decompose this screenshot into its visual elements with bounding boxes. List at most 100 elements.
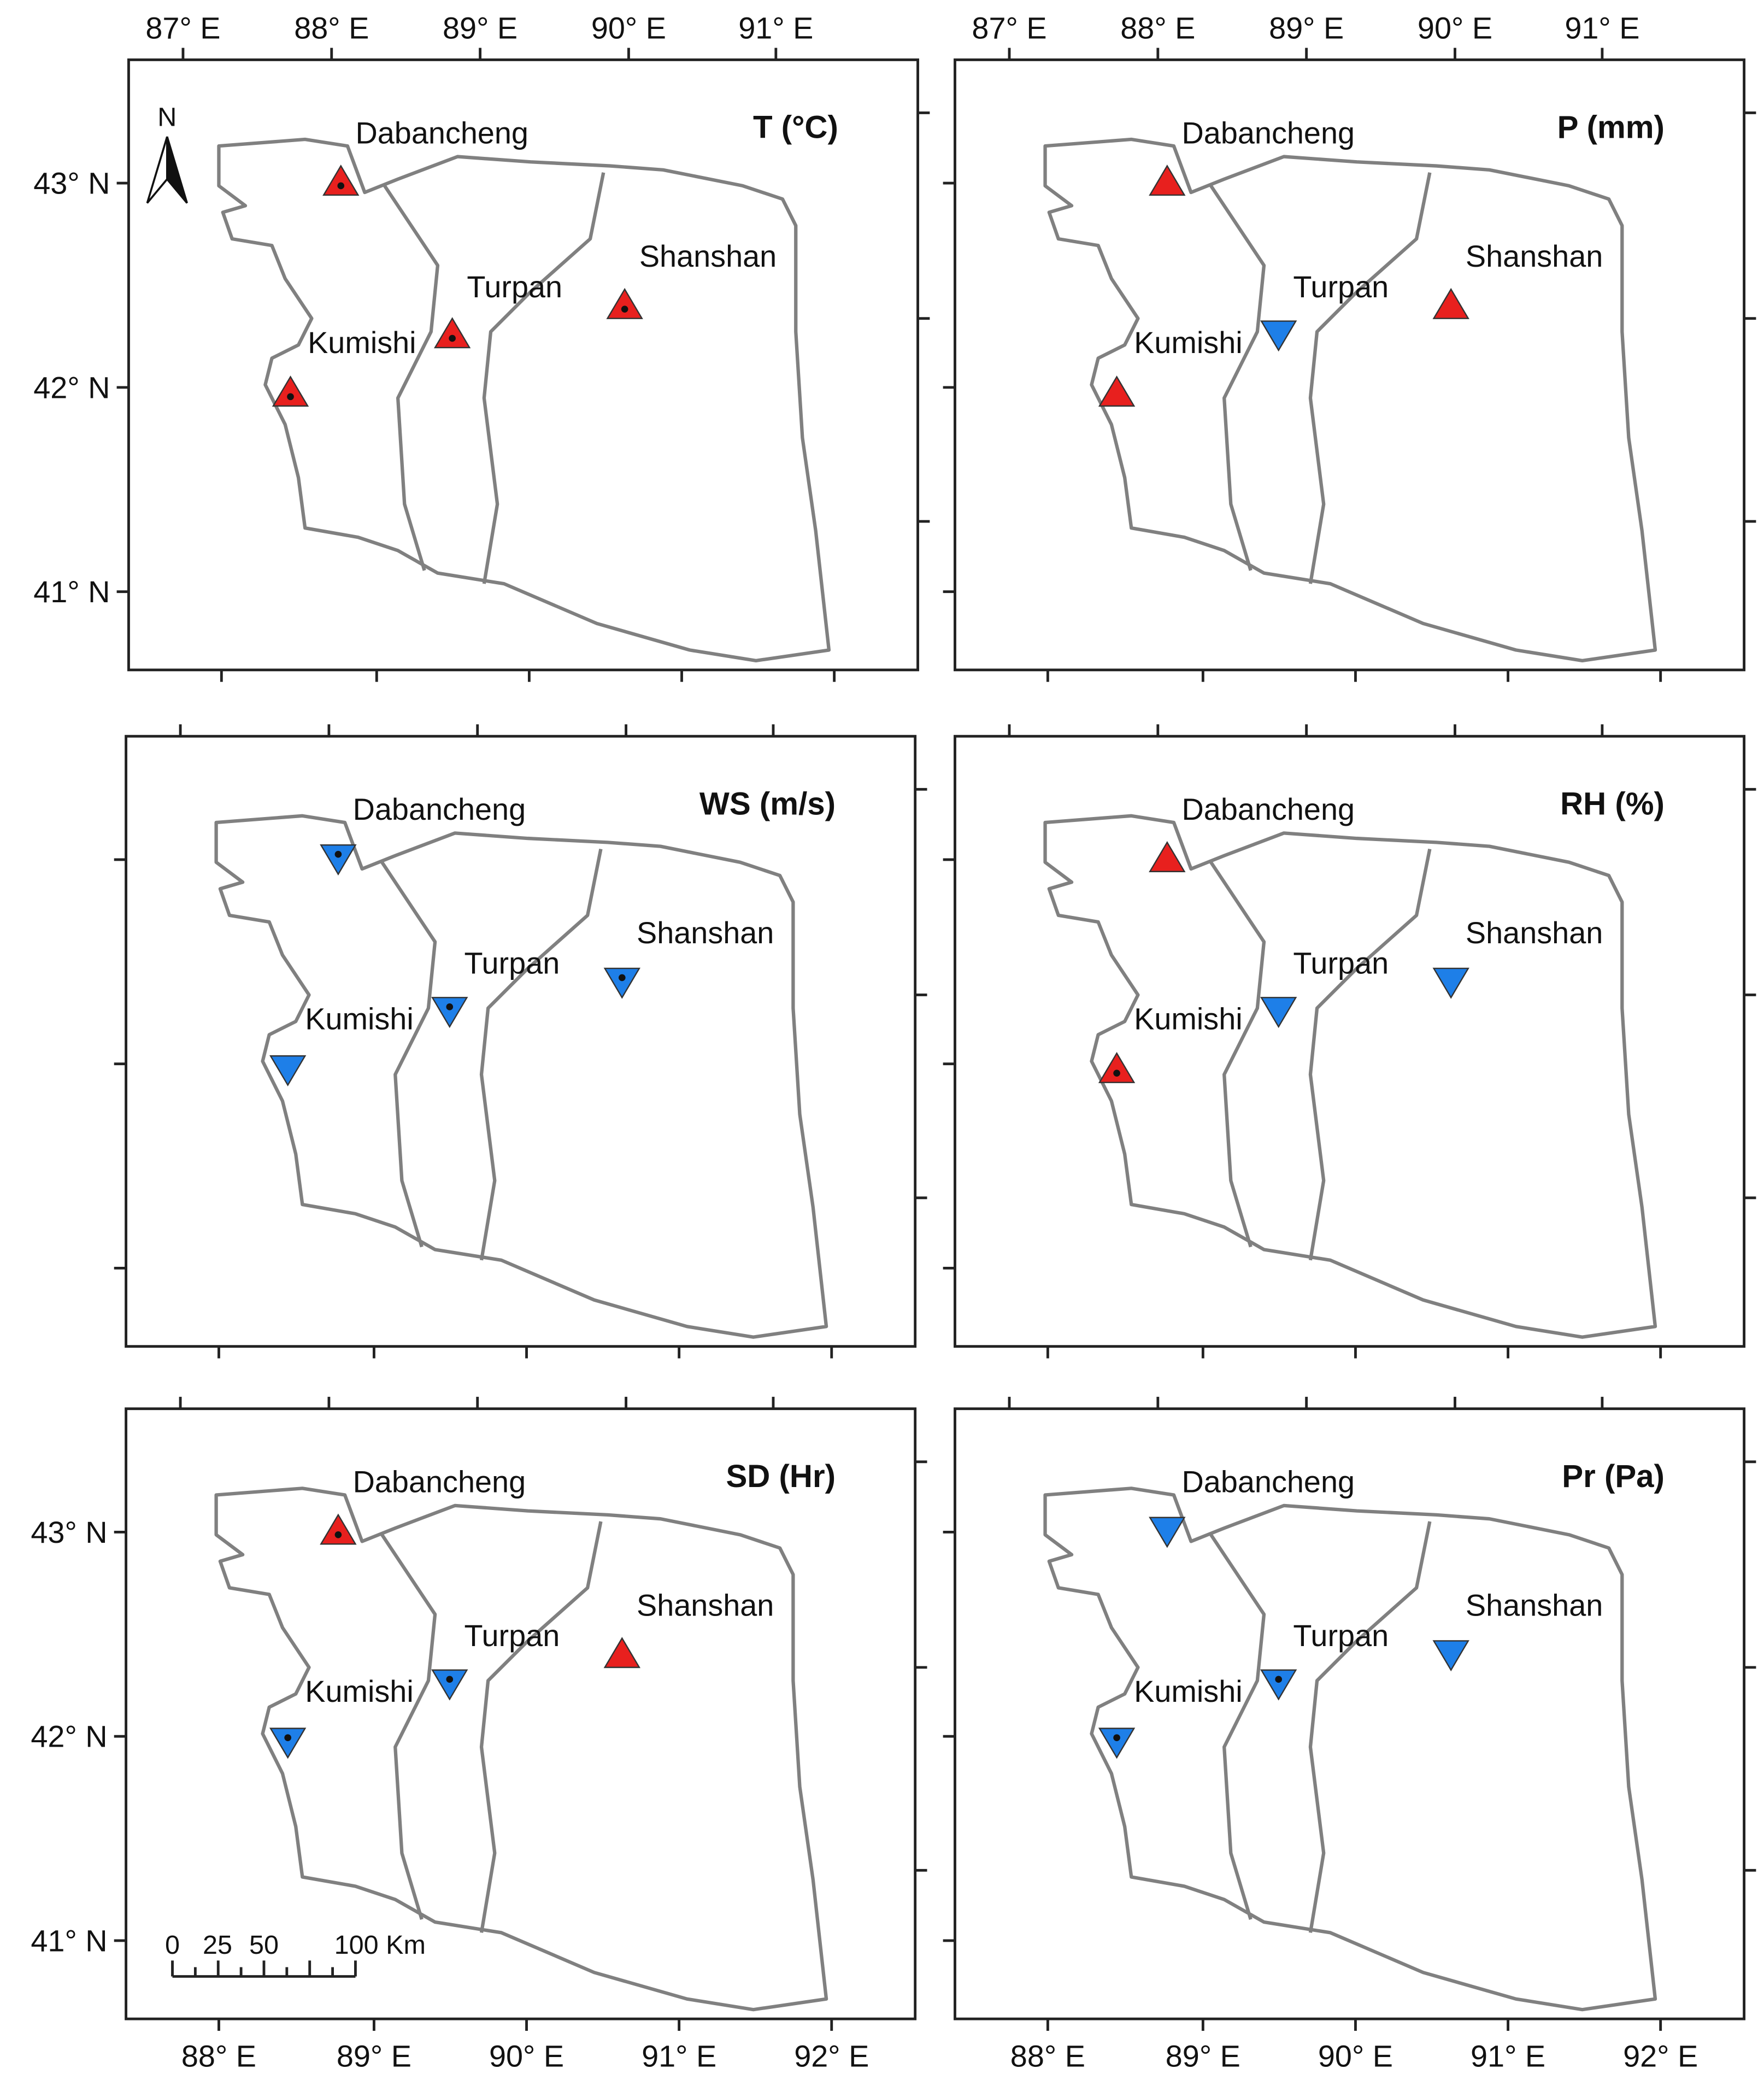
trend-marker: [603, 967, 640, 999]
significance-dot: [449, 334, 456, 342]
station-label: Shanshan: [637, 1588, 774, 1622]
station-label: Dabancheng: [1182, 792, 1355, 826]
trend-marker: [1432, 1640, 1469, 1672]
lon-label: 91° E: [1471, 2039, 1545, 2073]
trend-marker: [1260, 320, 1297, 352]
trend-marker: [603, 1637, 640, 1668]
lon-label: 88° E: [181, 2039, 256, 2073]
station-label: Dabancheng: [1182, 115, 1355, 150]
trend-marker: [431, 997, 468, 1029]
station-label: Shanshan: [1466, 239, 1603, 273]
lat-label: 41° N: [33, 574, 110, 609]
station-label: Dabancheng: [353, 792, 526, 826]
station-label: Turpan: [464, 946, 560, 980]
panel-title: WS (m/s): [699, 786, 836, 821]
lon-label: 88° E: [1120, 11, 1195, 45]
significance-dot: [1275, 1676, 1283, 1683]
map-panel: 87° E 88° E 89° E 90° E 91° E P (mm) Dabanchen…: [943, 11, 1756, 682]
basin-outline: [216, 816, 826, 1337]
lon-label: 91° E: [738, 11, 813, 45]
north-arrow: [166, 136, 188, 204]
trend-marker: [1260, 1669, 1297, 1701]
trend-marker: [1149, 841, 1186, 872]
lon-label: 91° E: [642, 2039, 716, 2073]
north-arrow: [146, 136, 168, 204]
basin-outline: [216, 1488, 826, 2010]
lat-label: 42° N: [31, 1719, 107, 1754]
station-label: Kumishi: [1134, 325, 1243, 360]
panel-title: RH (%): [1560, 786, 1665, 821]
north-label: N: [157, 103, 177, 132]
trend-marker: [1098, 1728, 1136, 1759]
lon-label: 90° E: [591, 11, 666, 45]
panel-frame: [127, 58, 919, 672]
scale-label: 25: [203, 1930, 232, 1960]
station-label: Turpan: [467, 269, 562, 304]
map-panel: 87° E 88° E 89° E 90° E 91° E 43° N 42° N 41° N…: [33, 11, 930, 682]
panel-frame: [125, 735, 917, 1348]
trend-marker: [606, 287, 643, 319]
lon-label: 92° E: [794, 2039, 869, 2073]
station-label: Kumishi: [1134, 1002, 1243, 1036]
station-label: Kumishi: [308, 325, 416, 360]
significance-dot: [1113, 1070, 1120, 1077]
trend-marker: [1149, 164, 1186, 196]
significance-dot: [446, 1003, 454, 1010]
trend-marker: [1149, 1517, 1186, 1548]
station-label: Shanshan: [1466, 915, 1603, 950]
trend-marker: [431, 1669, 468, 1701]
lon-label: 87° E: [145, 11, 220, 45]
trend-marker: [1098, 375, 1136, 407]
station-label: Shanshan: [639, 239, 777, 273]
map-panel: 88° E 89° E 90° E 91° E 92° E 43° N 42° N 41° N…: [31, 1396, 927, 2073]
trend-marker: [1260, 997, 1297, 1029]
map-panel: RH (%) Dabancheng Turpan Shanshan Kumishi: [943, 724, 1756, 1359]
station-label: Dabancheng: [1182, 1465, 1355, 1499]
significance-dot: [287, 393, 294, 401]
significance-dot: [618, 974, 626, 982]
scale-label: 0: [165, 1930, 180, 1960]
lat-label: 43° N: [31, 1515, 107, 1549]
lon-label: 88° E: [1010, 2039, 1085, 2073]
lat-label: 42° N: [33, 370, 110, 404]
lon-label: 90° E: [1418, 11, 1492, 45]
lon-label: 91° E: [1565, 11, 1639, 45]
lon-label: 89° E: [1166, 2039, 1240, 2073]
station-label: Dabancheng: [353, 1465, 526, 1499]
lon-label: 89° E: [443, 11, 518, 45]
trend-marker: [1098, 1051, 1136, 1083]
lon-label: 89° E: [337, 2039, 411, 2073]
basin-outline: [1045, 1488, 1655, 2010]
station-label: Turpan: [464, 1618, 560, 1653]
significance-dot: [284, 1734, 291, 1741]
panel-title: Pr (Pa): [1562, 1459, 1665, 1494]
lon-label: 88° E: [294, 11, 369, 45]
lon-label: 90° E: [1318, 2039, 1393, 2073]
panel-title: P (mm): [1557, 110, 1665, 145]
panel-title: SD (Hr): [726, 1459, 836, 1494]
trend-marker: [1432, 967, 1469, 999]
significance-dot: [337, 182, 345, 190]
trend-marker: [322, 164, 360, 196]
lat-label: 41° N: [31, 1923, 107, 1958]
lon-label: 92° E: [1623, 2039, 1698, 2073]
lat-label: 43° N: [33, 166, 110, 201]
map-panel: WS (m/s) Dabancheng Turpan Shanshan Kumishi: [114, 724, 927, 1359]
trend-marker: [320, 844, 357, 876]
lon-label: 90° E: [489, 2039, 564, 2073]
scale-label: 50: [249, 1930, 279, 1960]
trend-marker: [1432, 287, 1469, 319]
scale-label: 100 Km: [334, 1930, 426, 1960]
map-panel: 88° E 89° E 90° E 91° E 92° E Pr (Pa) Dabanche…: [943, 1396, 1756, 2073]
panel-title: T (°C): [753, 110, 838, 145]
station-label: Dabancheng: [355, 115, 528, 150]
basin-outline: [219, 139, 828, 661]
panel-frame: [954, 1407, 1746, 2020]
station-label: Kumishi: [305, 1002, 414, 1036]
significance-dot: [1113, 1734, 1120, 1741]
trend-marker: [269, 1728, 307, 1759]
significance-dot: [446, 1676, 454, 1683]
trend-marker: [433, 317, 471, 349]
